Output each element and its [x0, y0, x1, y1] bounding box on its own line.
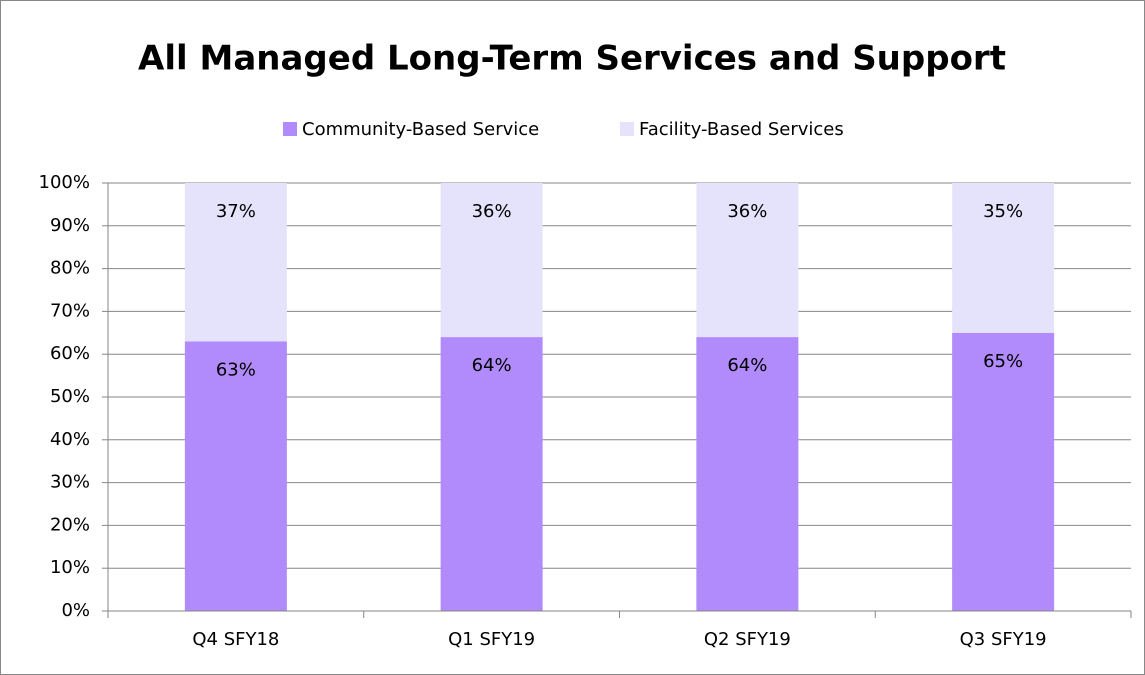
value-label: 37%: [216, 201, 256, 222]
chart-title: All Managed Long-Term Services and Suppo…: [138, 39, 1006, 79]
y-tick-label: 100%: [39, 172, 90, 193]
y-tick-label: 30%: [50, 472, 90, 493]
value-label: 64%: [472, 355, 512, 376]
x-tick-label: Q3 SFY19: [960, 629, 1047, 650]
bar-segment: [440, 183, 543, 338]
bar-segment: [952, 183, 1055, 333]
value-label: 36%: [727, 201, 767, 222]
legend-label: Facility-Based Services: [639, 119, 844, 140]
value-label: 64%: [727, 355, 767, 376]
x-tick-label: Q4 SFY18: [192, 629, 279, 650]
x-tick-label: Q1 SFY19: [448, 629, 535, 650]
y-tick-label: 70%: [50, 300, 90, 321]
y-tick-label: 10%: [50, 557, 90, 578]
value-label: 36%: [472, 201, 512, 222]
bar-segment: [696, 183, 799, 338]
legend-swatch: [283, 122, 297, 136]
bar-segment: [952, 332, 1055, 611]
legend-label: Community-Based Service: [302, 119, 539, 140]
y-tick-label: 60%: [50, 343, 90, 364]
bar-segment: [440, 337, 543, 611]
y-tick-label: 20%: [50, 514, 90, 535]
y-tick-label: 40%: [50, 429, 90, 450]
bar-segment: [696, 337, 799, 611]
legend-swatch: [620, 122, 634, 136]
y-tick-label: 0%: [61, 600, 90, 621]
y-tick-label: 50%: [50, 386, 90, 407]
bar-segment: [184, 341, 287, 611]
bar-segment: [184, 183, 287, 342]
value-label: 65%: [983, 351, 1023, 372]
value-label: 63%: [216, 359, 256, 380]
y-tick-label: 90%: [50, 215, 90, 236]
value-label: 35%: [983, 201, 1023, 222]
y-tick-label: 80%: [50, 258, 90, 279]
x-tick-label: Q2 SFY19: [704, 629, 791, 650]
